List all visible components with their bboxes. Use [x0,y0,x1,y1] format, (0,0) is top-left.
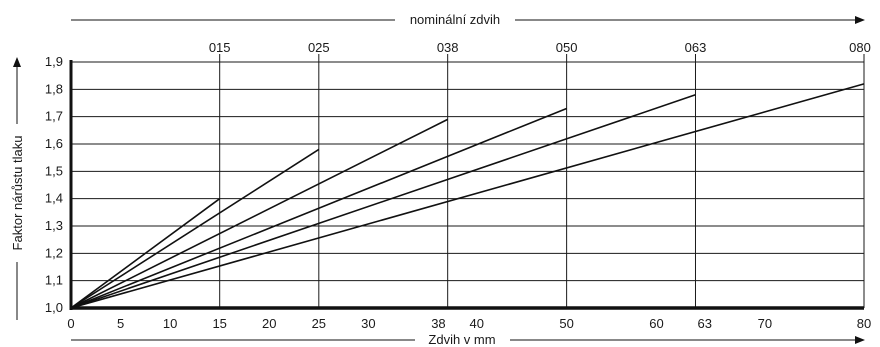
x-tick-label-2: 10 [163,316,177,331]
series-label-080: 080 [849,40,871,55]
x-tick-label-9: 50 [559,316,573,331]
left-axis-arrow: Faktor nárůstu tlaku [10,57,25,320]
series-label-050: 050 [556,40,578,55]
y-tick-label-5: 1,5 [45,163,63,178]
x-tick-label-0: 0 [67,316,74,331]
y-tick-label-1: 1,1 [45,273,63,288]
y-tick-label-4: 1,4 [45,191,63,206]
grid-layer [71,54,865,309]
series-label-063: 063 [685,40,707,55]
y-tick-label-7: 1,7 [45,109,63,124]
series-line-038 [70,118,449,309]
y-tick-label-6: 1,6 [45,136,63,151]
y-tick-label-3: 1,3 [45,218,63,233]
label-layer: 015 025 038 050 063 0801,01,11,21,31,41,51,61… [45,40,871,331]
x-tick-label-5: 25 [312,316,326,331]
series-line-025 [70,148,320,309]
x-tick-label-11: 63 [697,316,711,331]
series-line-080 [70,83,865,309]
axis-layer [69,60,864,310]
x-tick-label-10: 60 [649,316,663,331]
series-line-015 [70,198,221,309]
series-line-050 [70,107,567,309]
bottom-axis-arrow: Zdvih v mm [71,332,865,347]
x-tick-label-8: 40 [470,316,484,331]
series-line-063 [70,94,696,309]
series-label-038: 038 [437,40,459,55]
series-layer [70,83,865,309]
x-tick-label-13: 80 [857,316,871,331]
top-axis-arrow: nominální zdvih [71,12,865,27]
x-tick-label-3: 15 [212,316,226,331]
x-axis-title: Zdvih v mm [428,332,495,347]
x-tick-label-7: 38 [431,316,445,331]
x-tick-label-4: 20 [262,316,276,331]
y-tick-label-2: 1,2 [45,245,63,260]
series-label-015: 015 [209,40,231,55]
y-tick-label-9: 1,9 [45,54,63,69]
y-tick-label-8: 1,8 [45,81,63,96]
x-tick-label-12: 70 [758,316,772,331]
y-axis-title: Faktor nárůstu tlaku [10,136,25,251]
series-label-025: 025 [308,40,330,55]
x-tick-label-6: 30 [361,316,375,331]
x-tick-label-1: 5 [117,316,124,331]
y-tick-label-0: 1,0 [45,300,63,315]
top-axis-title: nominální zdvih [410,12,500,27]
